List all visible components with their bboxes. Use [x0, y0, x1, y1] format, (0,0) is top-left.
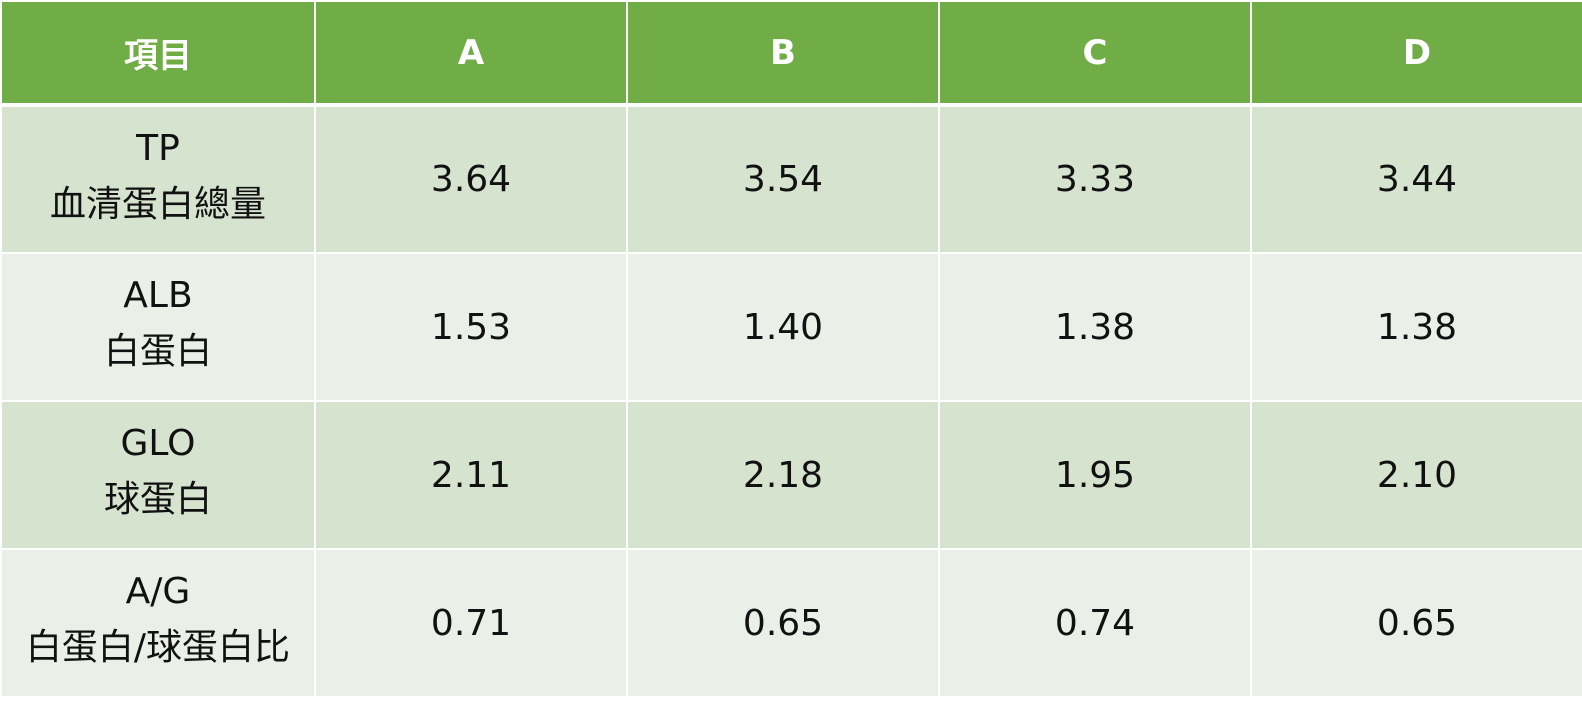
- value-cell-d: 3.44: [1250, 104, 1582, 254]
- table-row-alb: ALB 白蛋白 1.53 1.40 1.38 1.38: [0, 252, 1582, 402]
- value-cell-d: 2.10: [1250, 400, 1582, 550]
- value-cell-b: 3.54: [626, 104, 940, 254]
- table-row-tp: TP 血清蛋白總量 3.64 3.54 3.33 3.44: [0, 104, 1582, 254]
- item-name: 白蛋白: [103, 331, 212, 372]
- item-name: 血清蛋白總量: [49, 183, 266, 225]
- item-cell: GLO 球蛋白: [0, 400, 316, 550]
- value-cell-d: 0.65: [1250, 548, 1582, 698]
- item-name: 白蛋白/球蛋白比: [25, 627, 291, 668]
- value-cell-b: 0.65: [626, 548, 940, 698]
- item-cell: ALB 白蛋白: [0, 252, 316, 402]
- value-cell-a: 3.64: [314, 104, 628, 254]
- value-cell-a: 0.71: [314, 548, 628, 698]
- header-item: 項目: [0, 0, 316, 107]
- value-cell-b: 1.40: [626, 252, 940, 402]
- item-code: A/G: [125, 571, 191, 612]
- item-name: 球蛋白: [103, 479, 212, 520]
- value-cell-d: 1.38: [1250, 252, 1582, 402]
- value-cell-c: 0.74: [938, 548, 1252, 698]
- item-code: ALB: [123, 275, 193, 316]
- header-b: B: [626, 0, 940, 107]
- header-d: D: [1250, 0, 1582, 107]
- item-cell: TP 血清蛋白總量: [0, 104, 316, 254]
- value-cell-a: 2.11: [314, 400, 628, 550]
- value-cell-c: 1.95: [938, 400, 1252, 550]
- value-cell-c: 1.38: [938, 252, 1252, 402]
- item-cell: A/G 白蛋白/球蛋白比: [0, 548, 316, 698]
- table-row-glo: GLO 球蛋白 2.11 2.18 1.95 2.10: [0, 400, 1582, 550]
- header-row: 項目 A B C D: [0, 0, 1582, 107]
- header-c: C: [938, 0, 1252, 107]
- table-row-ag: A/G 白蛋白/球蛋白比 0.71 0.65 0.74 0.65: [0, 548, 1582, 698]
- item-code: TP: [136, 127, 180, 169]
- value-cell-b: 2.18: [626, 400, 940, 550]
- value-cell-a: 1.53: [314, 252, 628, 402]
- value-cell-c: 3.33: [938, 104, 1252, 254]
- header-a: A: [314, 0, 628, 107]
- item-code: GLO: [120, 423, 196, 464]
